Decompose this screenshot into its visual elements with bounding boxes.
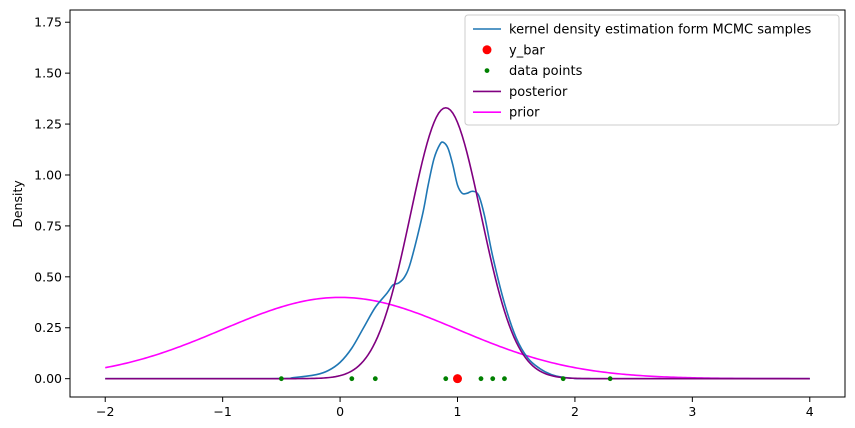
- data-point: [490, 376, 496, 382]
- data-point: [478, 376, 484, 382]
- x-tick-label: 4: [806, 404, 814, 419]
- data-point: [607, 376, 613, 382]
- x-tick-label: −2: [96, 404, 114, 419]
- prior-curve: [105, 296, 810, 380]
- legend-marker-swatch: [484, 68, 490, 73]
- legend-label: posterior: [509, 85, 568, 100]
- x-tick-label: 0: [336, 404, 344, 419]
- legend-label: y_bar: [509, 43, 545, 58]
- x-axis-ticks: −2 −1 0 1 2 3 4: [96, 397, 814, 419]
- y-tick-label: 1.00: [34, 167, 62, 182]
- legend-box: [464, 14, 840, 126]
- legend-label: kernel density estimation form MCMC samp…: [509, 23, 812, 38]
- x-tick-label: 1: [454, 404, 462, 419]
- data-point: [372, 376, 378, 382]
- y-tick-label: 0.50: [34, 269, 62, 284]
- x-tick-label: 3: [688, 404, 696, 419]
- legend-label: prior: [509, 106, 540, 121]
- series-layer: [105, 106, 810, 384]
- data-point: [443, 376, 449, 382]
- x-tick-label: −1: [213, 404, 231, 419]
- y-tick-label: 1.25: [34, 117, 62, 132]
- data-point: [560, 376, 566, 382]
- y-bar-point: [453, 374, 462, 384]
- data-point: [278, 376, 284, 382]
- y-axis-label: Density: [10, 180, 25, 228]
- y-tick-label: 0.00: [34, 371, 62, 386]
- x-tick-label: 2: [571, 404, 579, 419]
- data-point: [349, 376, 355, 382]
- legend: kernel density estimation form MCMC samp…: [464, 14, 840, 126]
- y-tick-label: 1.75: [34, 15, 62, 30]
- posterior-curve: [105, 106, 810, 380]
- y-tick-label: 1.50: [34, 66, 62, 81]
- y-tick-label: 0.75: [34, 218, 62, 233]
- y-tick-label: 0.25: [34, 320, 62, 335]
- kde-curve: [105, 141, 810, 380]
- data-point: [502, 376, 507, 382]
- legend-label: data points: [509, 64, 583, 79]
- y-axis-ticks: 0.00 0.25 0.50 0.75 1.00 1.25 1.50 1.75: [34, 15, 70, 386]
- legend-marker-swatch: [482, 45, 492, 55]
